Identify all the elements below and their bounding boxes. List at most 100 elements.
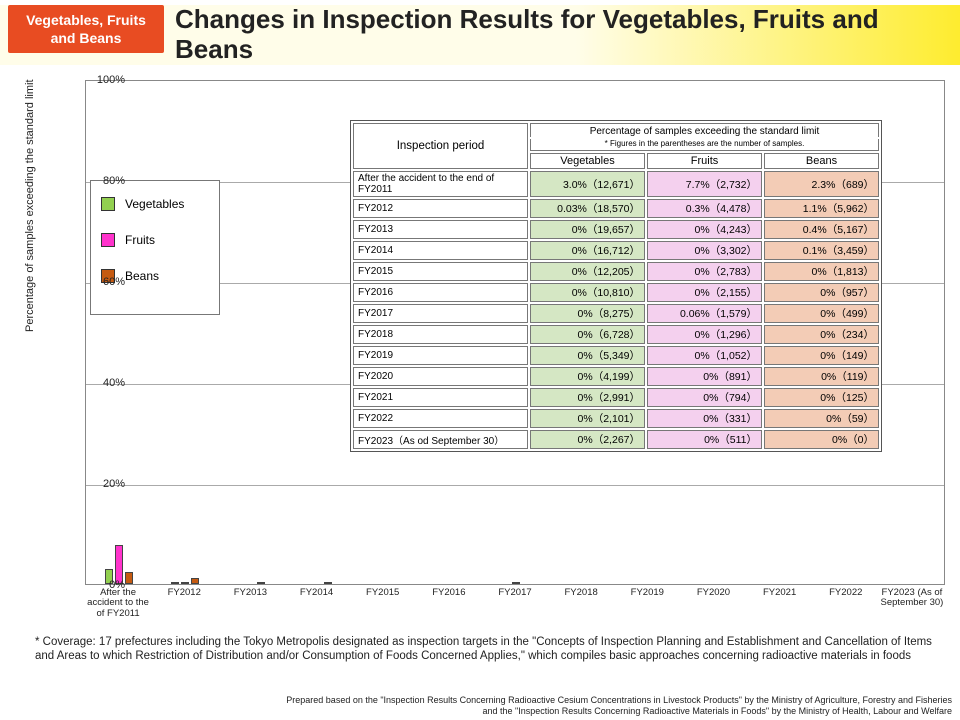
table-row: FY20200%（4,199）0%（891）0%（119） bbox=[353, 367, 879, 386]
x-tick-label: FY2020 bbox=[680, 588, 746, 598]
cell-period: FY2019 bbox=[353, 346, 528, 365]
bar bbox=[257, 582, 265, 584]
cell-fruits: 0%（2,783） bbox=[647, 262, 762, 281]
cell-vegetables: 0%（12,205） bbox=[530, 262, 645, 281]
table-row: FY20160%（10,810）0%（2,155）0%（957） bbox=[353, 283, 879, 302]
cell-fruits: 0%（891） bbox=[647, 367, 762, 386]
cell-fruits: 0%（2,155） bbox=[647, 283, 762, 302]
table-header-period: Inspection period bbox=[353, 123, 528, 169]
cell-fruits: 0%（1,052） bbox=[647, 346, 762, 365]
cell-beans: 0.4%（5,167） bbox=[764, 220, 879, 239]
legend-label: Fruits bbox=[125, 233, 155, 247]
cell-period: FY2017 bbox=[353, 304, 528, 323]
cell-beans: 0%（234） bbox=[764, 325, 879, 344]
table-row: FY20210%（2,991）0%（794）0%（125） bbox=[353, 388, 879, 407]
bar bbox=[191, 578, 199, 584]
cell-fruits: 0%（3,302） bbox=[647, 241, 762, 260]
x-tick-label: FY2012 bbox=[151, 588, 217, 598]
table-header-group: Percentage of samples exceeding the stan… bbox=[530, 123, 879, 137]
x-tick-label: FY2019 bbox=[614, 588, 680, 598]
table-row: FY20130%（19,657）0%（4,243）0.4%（5,167） bbox=[353, 220, 879, 239]
cell-beans: 0%（149） bbox=[764, 346, 879, 365]
cell-fruits: 0%（794） bbox=[647, 388, 762, 407]
title-bar: Vegetables, Fruits and Beans Changes in … bbox=[0, 5, 960, 65]
cell-beans: 0.1%（3,459） bbox=[764, 241, 879, 260]
bar bbox=[181, 582, 189, 584]
cell-period: FY2014 bbox=[353, 241, 528, 260]
y-tick-label: 100% bbox=[85, 74, 125, 86]
cell-beans: 0%（59） bbox=[764, 409, 879, 428]
cell-vegetables: 0%（2,267） bbox=[530, 430, 645, 449]
table-subheader: Fruits bbox=[647, 153, 762, 169]
cell-fruits: 0%（331） bbox=[647, 409, 762, 428]
cell-period: FY2021 bbox=[353, 388, 528, 407]
table-row: FY20120.03%（18,570）0.3%（4,478）1.1%（5,962… bbox=[353, 199, 879, 218]
cell-period: FY2012 bbox=[353, 199, 528, 218]
table-subheader: Vegetables bbox=[530, 153, 645, 169]
cell-beans: 0%（1,813） bbox=[764, 262, 879, 281]
cell-period: FY2022 bbox=[353, 409, 528, 428]
legend-swatch bbox=[101, 197, 115, 211]
cell-period: After the accident to the end of FY2011 bbox=[353, 171, 528, 197]
x-tick-label: FY2016 bbox=[416, 588, 482, 598]
x-tick-label: FY2015 bbox=[350, 588, 416, 598]
cell-fruits: 0.3%（4,478） bbox=[647, 199, 762, 218]
table-row: FY20180%（6,728）0%（1,296）0%（234） bbox=[353, 325, 879, 344]
cell-beans: 2.3%（689） bbox=[764, 171, 879, 197]
table-row: FY20150%（12,205）0%（2,783）0%（1,813） bbox=[353, 262, 879, 281]
cell-fruits: 0%（1,296） bbox=[647, 325, 762, 344]
cell-vegetables: 3.0%（12,671） bbox=[530, 171, 645, 197]
cell-beans: 0%（0） bbox=[764, 430, 879, 449]
y-tick-label: 40% bbox=[85, 377, 125, 389]
page-title: Changes in Inspection Results for Vegeta… bbox=[175, 5, 960, 65]
cell-period: FY2018 bbox=[353, 325, 528, 344]
chart-area: Percentage of samples exceeding the stan… bbox=[35, 80, 940, 620]
table-row: FY20190%（5,349）0%（1,052）0%（149） bbox=[353, 346, 879, 365]
category-badge: Vegetables, Fruits and Beans bbox=[8, 5, 164, 53]
cell-fruits: 0.06%（1,579） bbox=[647, 304, 762, 323]
cell-beans: 0%（119） bbox=[764, 367, 879, 386]
x-tick-label: FY2014 bbox=[284, 588, 350, 598]
cell-beans: 0%（499） bbox=[764, 304, 879, 323]
cell-vegetables: 0.03%（18,570） bbox=[530, 199, 645, 218]
cell-fruits: 0%（4,243） bbox=[647, 220, 762, 239]
cell-beans: 0%（957） bbox=[764, 283, 879, 302]
cell-period: FY2020 bbox=[353, 367, 528, 386]
cell-fruits: 7.7%（2,732） bbox=[647, 171, 762, 197]
legend-label: Beans bbox=[125, 269, 159, 283]
x-tick-label: FY2018 bbox=[548, 588, 614, 598]
x-tick-label: FY2022 bbox=[813, 588, 879, 598]
data-table: Inspection periodPercentage of samples e… bbox=[350, 120, 882, 452]
y-tick-label: 80% bbox=[85, 175, 125, 187]
bar bbox=[125, 572, 133, 584]
x-tick-label: FY2013 bbox=[217, 588, 283, 598]
cell-vegetables: 0%（6,728） bbox=[530, 325, 645, 344]
y-axis-title: Percentage of samples exceeding the stan… bbox=[24, 79, 36, 332]
cell-vegetables: 0%（2,991） bbox=[530, 388, 645, 407]
bar bbox=[512, 582, 520, 584]
y-tick-label: 20% bbox=[85, 478, 125, 490]
x-tick-label: FY2023 (As of September 30) bbox=[879, 588, 945, 609]
cell-fruits: 0%（511） bbox=[647, 430, 762, 449]
cell-beans: 1.1%（5,962） bbox=[764, 199, 879, 218]
cell-vegetables: 0%（4,199） bbox=[530, 367, 645, 386]
cell-vegetables: 0%（10,810） bbox=[530, 283, 645, 302]
cell-vegetables: 0%（5,349） bbox=[530, 346, 645, 365]
y-tick-label: 60% bbox=[85, 276, 125, 288]
table-subheader: Beans bbox=[764, 153, 879, 169]
cell-period: FY2015 bbox=[353, 262, 528, 281]
cell-period: FY2016 bbox=[353, 283, 528, 302]
cell-period: FY2013 bbox=[353, 220, 528, 239]
legend: Vegetables Fruits Beans bbox=[90, 180, 220, 315]
grid-line bbox=[86, 485, 944, 486]
x-tick-label: FY2017 bbox=[482, 588, 548, 598]
table-row: FY20220%（2,101）0%（331）0%（59） bbox=[353, 409, 879, 428]
legend-label: Vegetables bbox=[125, 197, 184, 211]
table-header-note: * Figures in the parentheses are the num… bbox=[530, 139, 879, 151]
cell-vegetables: 0%（2,101） bbox=[530, 409, 645, 428]
legend-swatch bbox=[101, 233, 115, 247]
cell-beans: 0%（125） bbox=[764, 388, 879, 407]
cell-vegetables: 0%（8,275） bbox=[530, 304, 645, 323]
x-tick-label: FY2021 bbox=[747, 588, 813, 598]
cell-vegetables: 0%（16,712） bbox=[530, 241, 645, 260]
